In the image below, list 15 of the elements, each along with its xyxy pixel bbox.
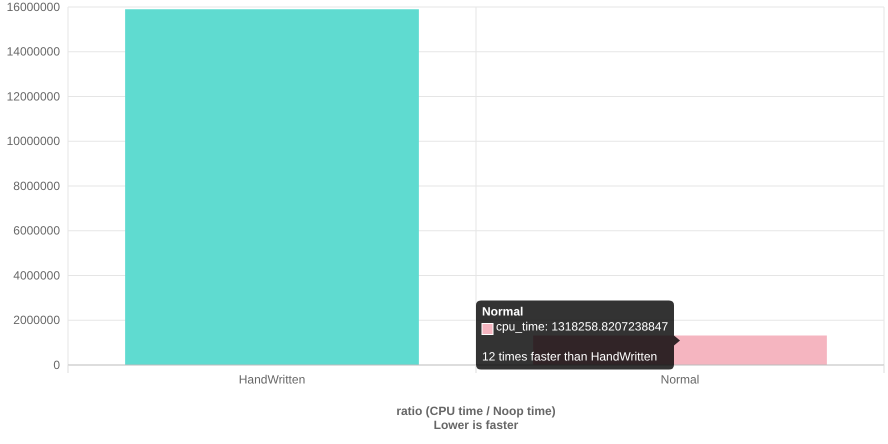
y-tick-label: 10000000 <box>6 134 60 148</box>
y-tick-label: 4000000 <box>13 268 60 282</box>
y-tick-label: 16000000 <box>6 0 60 14</box>
y-tick-label: 14000000 <box>6 44 60 59</box>
x-tick-label: HandWritten <box>238 372 306 387</box>
annotation: Normal <box>482 304 524 319</box>
y-tick-label: 6000000 <box>13 224 60 238</box>
y-tick-label: 12000000 <box>6 89 60 104</box>
tooltip: Normal cpu_time: 1318258.8207238847 12 times faster than HandWritten <box>476 300 680 370</box>
y-tick-label: 8000000 <box>13 178 60 193</box>
annotation: cpu_time: 1318258.8207238847 <box>496 320 668 334</box>
annotation: 12 times faster than HandWritten <box>482 350 658 364</box>
y-tick-label: 0 <box>53 358 60 372</box>
x-axis-title: ratio (CPU time / Noop time) Lower is faster <box>396 404 556 432</box>
y-tick-label: 2000000 <box>13 313 60 328</box>
